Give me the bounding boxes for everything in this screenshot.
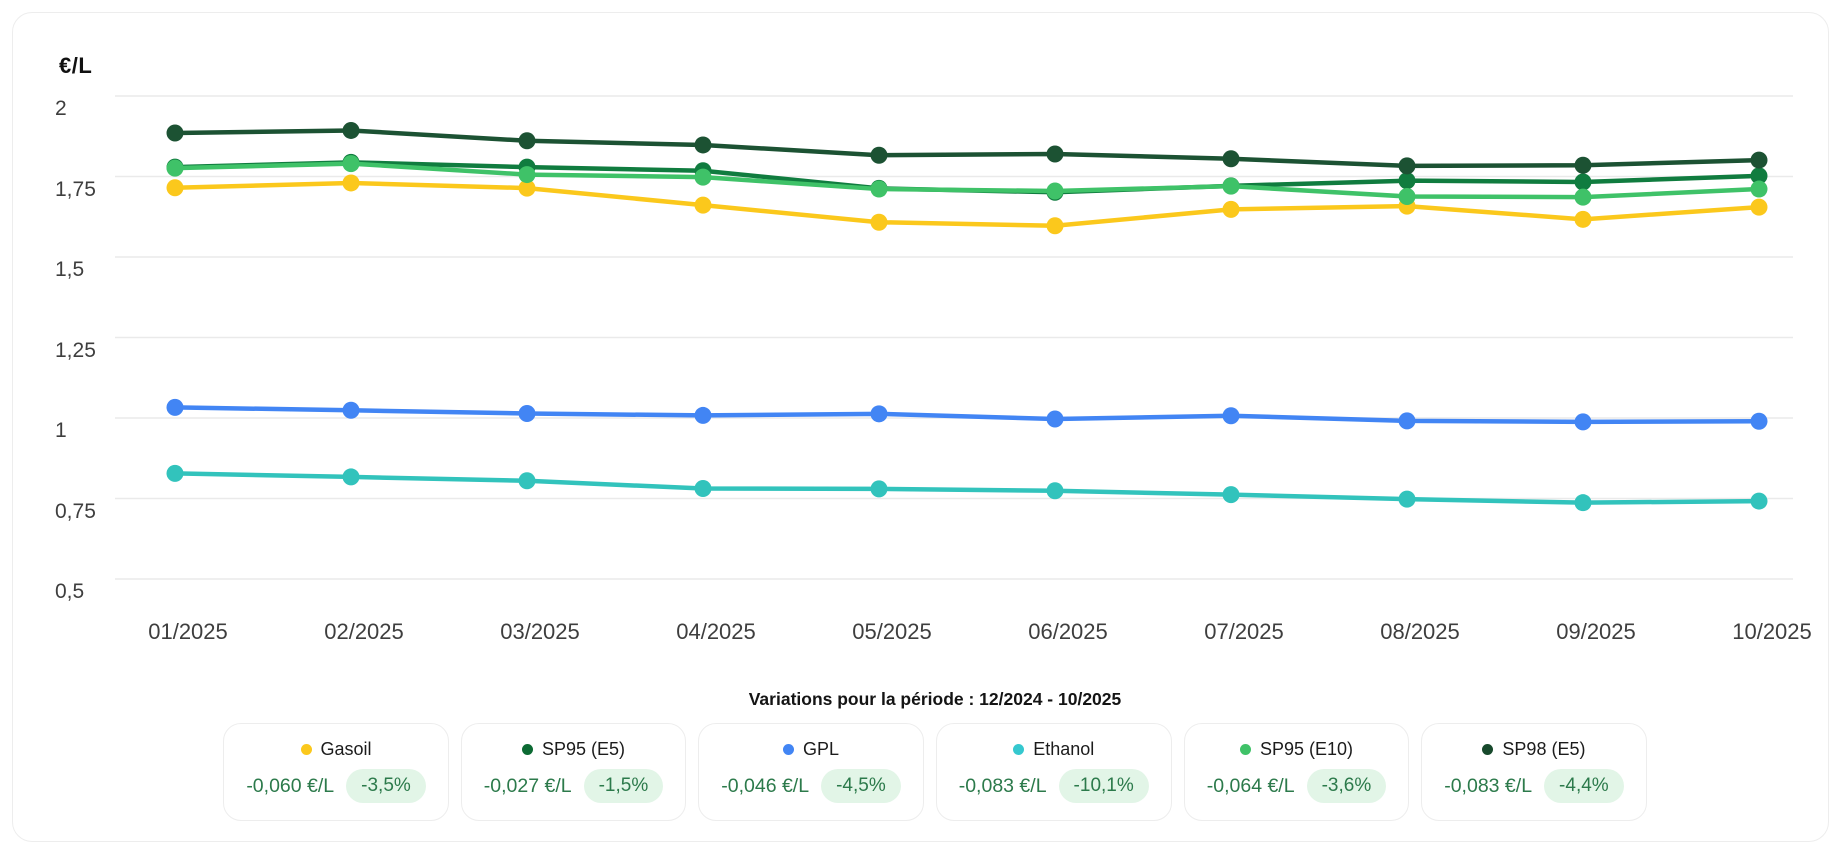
- legend-pct-badge: -3,5%: [346, 769, 426, 803]
- legend-card-header: GPL: [782, 739, 839, 760]
- legend-card-values: -0,064 €/L -3,6%: [1206, 769, 1387, 803]
- legend-pct-badge: -1,5%: [583, 769, 664, 803]
- legend-series-name: SP95 (E10): [1259, 739, 1354, 759]
- x-axis-tick: 01/2025: [148, 619, 228, 644]
- legend-card-header: Gasoil: [300, 739, 372, 760]
- y-axis-unit-label: €/L: [59, 53, 93, 78]
- legend-card[interactable]: SP95 (E10) -0,064 €/L -3,6%: [1183, 723, 1410, 821]
- legend-card[interactable]: GPL -0,046 €/L -4,5%: [698, 723, 924, 821]
- legend-card-values: -0,046 €/L -4,5%: [721, 769, 901, 803]
- legend-dot-icon: [1013, 744, 1025, 755]
- x-axis-tick: 03/2025: [500, 619, 580, 644]
- legend-delta-value: -0,064 €/L: [1206, 774, 1295, 797]
- legend-pct-badge: -4,4%: [1544, 769, 1624, 803]
- legend-delta-value: -0,060 €/L: [246, 774, 335, 797]
- legend-card[interactable]: SP95 (E5) -0,027 €/L -1,5%: [460, 723, 687, 821]
- y-axis-tick: 0,75: [55, 499, 96, 523]
- legend-dot-icon: [1239, 744, 1251, 755]
- y-axis-tick: 0,5: [55, 580, 85, 603]
- legend-series-name: SP95 (E5): [541, 739, 626, 759]
- legend-card-header: Ethanol: [1013, 739, 1094, 760]
- legend-card-header: SP98 (E5): [1482, 739, 1585, 760]
- legend-dot-icon: [521, 744, 533, 755]
- x-axis-tick: 08/2025: [1380, 619, 1460, 644]
- legend-card-header: SP95 (E10): [1239, 739, 1354, 760]
- legend-card-values: -0,083 €/L -4,4%: [1444, 769, 1624, 803]
- legend-card-values: -0,083 €/L -10,1%: [959, 769, 1149, 803]
- legend-card-values: -0,060 €/L -3,5%: [246, 769, 426, 803]
- legend-card[interactable]: Ethanol -0,083 €/L -10,1%: [935, 723, 1172, 821]
- legend-series-name: Gasoil: [320, 739, 372, 759]
- x-axis-tick: 07/2025: [1204, 619, 1284, 644]
- y-axis-tick: 1,25: [55, 338, 96, 362]
- legend-dot-icon: [300, 744, 312, 755]
- chart-card: €/L 2 1,75 1,5 1,25 1 0,75 0,5 01/2025 02/2025 0…: [12, 12, 1829, 842]
- legend-card-header: SP95 (E5): [521, 739, 626, 760]
- variations-title: Variations pour la période : 12/2024 - 1…: [748, 689, 1122, 709]
- x-axis-tick: 05/2025: [852, 619, 932, 644]
- legend-series-name: Ethanol: [1033, 739, 1095, 759]
- legend-series-name: SP98 (E5): [1502, 739, 1586, 759]
- x-axis-tick: 10/2025: [1732, 619, 1812, 644]
- legend-pct-badge: -4,5%: [821, 769, 901, 803]
- legend-delta-value: -0,027 €/L: [483, 774, 572, 797]
- legend: Gasoil -0,060 €/L -3,5% SP95 (E5) -0,027 €/L…: [13, 723, 1844, 821]
- legend-card[interactable]: Gasoil -0,060 €/L -3,5%: [223, 723, 449, 821]
- legend-card-values: -0,027 €/L -1,5%: [483, 769, 664, 803]
- legend-series-name: GPL: [802, 739, 839, 759]
- legend-delta-value: -0,083 €/L: [958, 774, 1047, 797]
- legend-pct-badge: -3,6%: [1306, 769, 1387, 803]
- y-axis-tick: 1: [55, 419, 67, 442]
- y-axis-tick: 1,75: [55, 177, 96, 201]
- legend-card[interactable]: SP98 (E5) -0,083 €/L -4,4%: [1421, 723, 1647, 821]
- legend-pct-badge: -10,1%: [1058, 769, 1149, 803]
- legend-dot-icon: [1482, 744, 1494, 755]
- x-axis-tick: 06/2025: [1028, 619, 1108, 644]
- y-axis-tick: 1,5: [55, 258, 85, 281]
- legend-dot-icon: [782, 744, 794, 755]
- x-axis-tick: 04/2025: [676, 619, 756, 644]
- legend-delta-value: -0,046 €/L: [721, 774, 810, 797]
- legend-delta-value: -0,083 €/L: [1444, 774, 1533, 797]
- y-axis-tick: 2: [55, 97, 67, 120]
- x-axis-tick: 09/2025: [1556, 619, 1636, 644]
- x-axis-tick: 02/2025: [324, 619, 404, 644]
